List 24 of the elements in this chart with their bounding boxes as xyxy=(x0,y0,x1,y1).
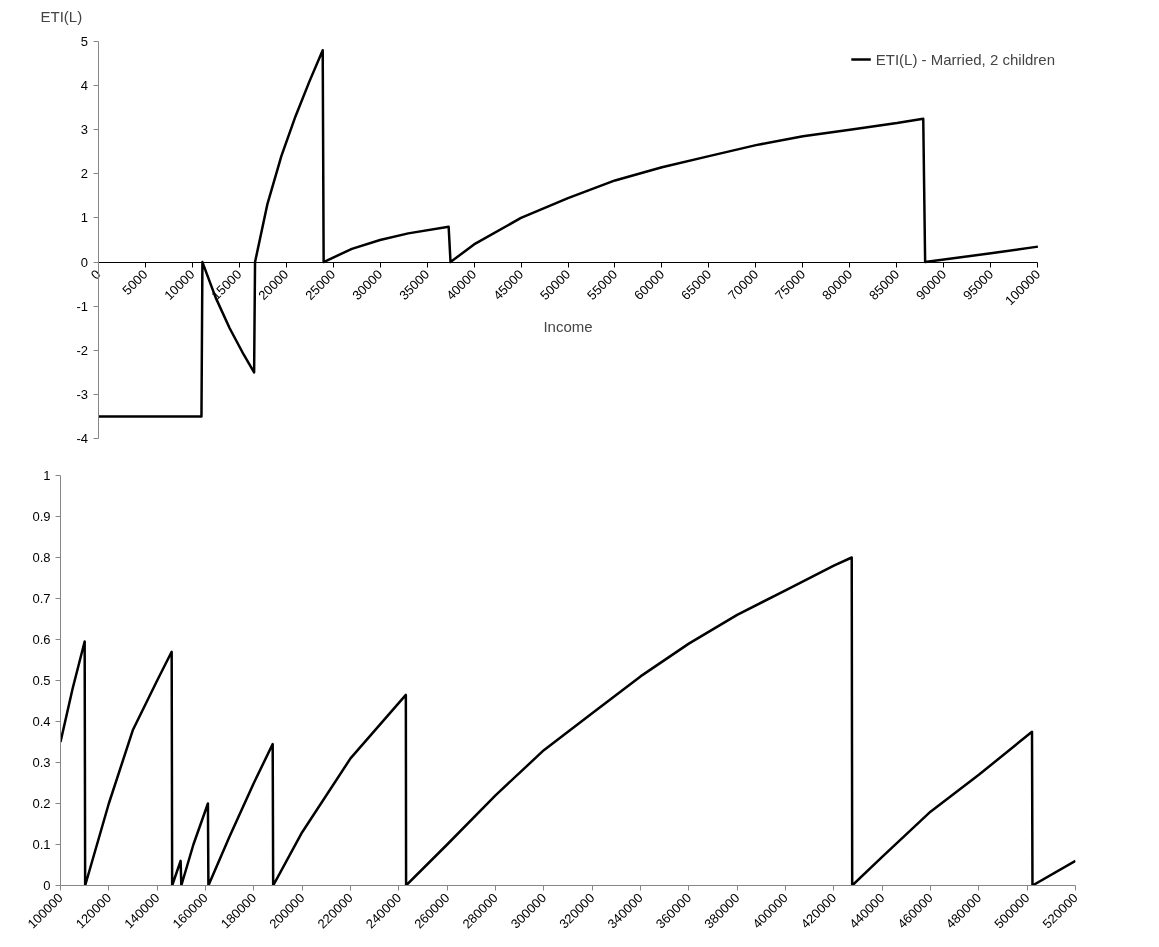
y-tick-label: 0.4 xyxy=(32,714,51,729)
y-tick-label: 0 xyxy=(43,878,51,893)
y-tick-label: 0 xyxy=(80,254,89,270)
y-tick-label: -1 xyxy=(76,298,89,314)
y-tick-label: 0.6 xyxy=(32,632,51,647)
y-tick-label: -2 xyxy=(76,342,89,358)
y-tick-label: -4 xyxy=(76,431,89,447)
y-tick-label: 0.7 xyxy=(32,591,51,606)
y-tick-label: 0.9 xyxy=(32,509,51,524)
y-tick-label: 0.5 xyxy=(32,673,51,688)
y-tick-label: 1 xyxy=(80,210,89,226)
y-tick-label: 0.8 xyxy=(32,550,51,565)
y-tick-label: 1 xyxy=(43,468,51,483)
y-tick-label: 3 xyxy=(80,122,89,138)
y-tick-label: 4 xyxy=(80,78,89,94)
y-tick-label: 0.3 xyxy=(32,755,51,770)
y-tick-label: 2 xyxy=(80,166,89,182)
y-tick-label: 0.1 xyxy=(32,837,51,852)
y-tick-label: 0.2 xyxy=(32,796,51,811)
y-axis-title: ETI(L) xyxy=(40,7,83,25)
x-axis-title: Income xyxy=(543,317,593,335)
y-tick-label: -3 xyxy=(76,386,89,402)
legend-label: ETI(L) - Married, 2 children xyxy=(875,50,1055,68)
y-tick-label: 5 xyxy=(80,33,89,49)
